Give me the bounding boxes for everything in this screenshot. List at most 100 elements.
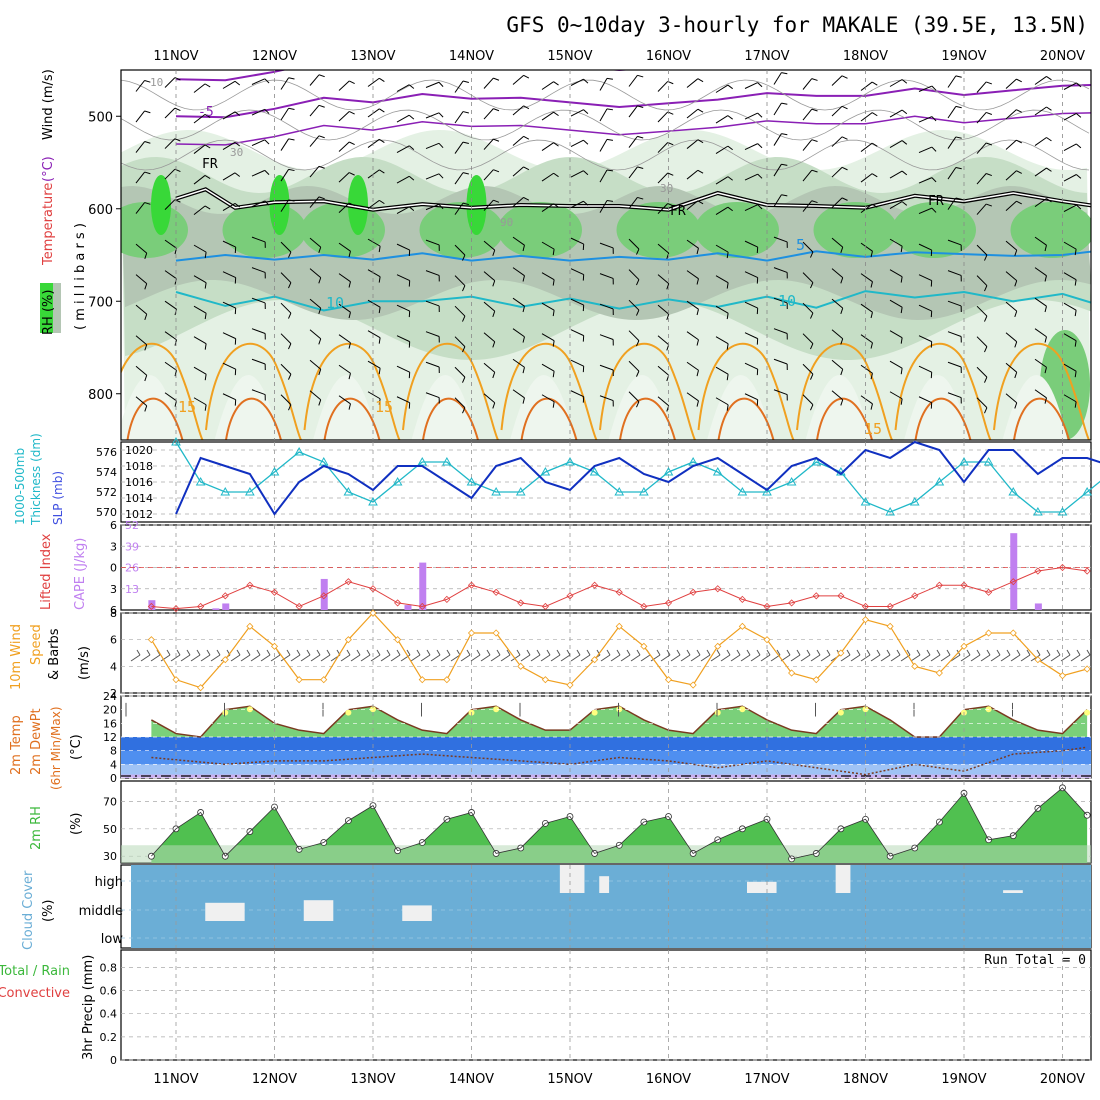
wind-barb <box>715 275 729 284</box>
wind-barb <box>309 359 322 370</box>
cloud-level-label: middle <box>79 904 123 919</box>
wind-barb <box>976 336 988 347</box>
wind10m-point <box>763 636 771 644</box>
wind-barb <box>193 175 206 185</box>
temp-max-marker <box>370 706 376 713</box>
wind-barb-flag <box>264 170 270 175</box>
wind10m-barb-flag <box>266 649 271 656</box>
wind10m-barb-flag <box>156 649 161 656</box>
wind-barb <box>657 243 670 254</box>
wind-barb <box>831 359 844 370</box>
wind10m-barb <box>860 654 871 662</box>
wind-barb-flag <box>553 81 559 86</box>
wind10m-barb <box>560 654 571 662</box>
wind10m-point <box>911 662 919 670</box>
cape-bar <box>1034 603 1042 610</box>
wind-barb-flag <box>1044 275 1047 282</box>
isotherm-plus15 <box>993 342 1090 440</box>
wind-barb <box>396 114 410 123</box>
thickness-point <box>442 456 452 466</box>
wind-barb-flag <box>492 341 496 348</box>
wind-barb-flag <box>288 312 292 319</box>
wind-barb <box>686 300 699 310</box>
wind10m-barb <box>720 654 731 662</box>
wind-barb <box>541 111 554 121</box>
wind-barb-flag <box>1076 174 1082 179</box>
cape-bar <box>1010 533 1018 610</box>
wind-barb <box>367 169 380 179</box>
wind-barb <box>773 72 782 85</box>
wind10m-barb-flag <box>496 649 501 656</box>
wind-barb-flag <box>900 276 903 283</box>
wind-barb-flag <box>1074 371 1077 378</box>
li-point <box>517 599 525 607</box>
wind-barb-flag <box>1046 76 1052 81</box>
wind10m-barb <box>600 654 611 662</box>
temp2m-label-4: (°C) <box>69 734 84 760</box>
wind10m-barb-flag <box>1026 649 1031 656</box>
wind-barb-flag <box>234 80 241 86</box>
wind-barb-flag <box>348 281 351 288</box>
wind-barb <box>135 304 148 315</box>
wind10m-barb-flag <box>516 649 521 656</box>
rh2m-label-2: (%) <box>69 813 84 836</box>
wind10m-barb-flag <box>856 649 861 656</box>
wind-barb-flag <box>667 172 674 176</box>
wind-barb-flag <box>727 115 733 120</box>
thickness-point <box>368 496 378 506</box>
wind-barb <box>773 267 788 273</box>
wind-barb <box>164 392 177 402</box>
wind-barb-flag <box>1046 198 1052 203</box>
wind-barb <box>193 144 206 154</box>
wind10m-barb <box>480 654 491 662</box>
wind-barb <box>686 239 699 249</box>
wind-barb <box>831 268 844 279</box>
wind-barb <box>251 297 266 304</box>
wind-barb-flag <box>697 139 704 144</box>
wind-barb-flag <box>810 373 814 380</box>
wind-barb <box>541 333 555 342</box>
wind-barb <box>309 329 322 340</box>
cloud-panel: high middle low <box>79 864 1092 949</box>
wind-barb <box>715 145 729 154</box>
wind-barb-flag <box>462 376 466 383</box>
temp-tick-label: 12 <box>103 731 117 744</box>
wind-barb <box>222 301 236 309</box>
wind10m-barb <box>1010 654 1021 662</box>
rh-bright-blob <box>151 175 171 235</box>
wind-barb-flag <box>636 279 640 286</box>
wind-barb <box>918 243 932 251</box>
wind-barb <box>889 330 903 339</box>
wind-barb <box>744 112 758 120</box>
wind10m-barb-flag <box>866 649 871 656</box>
wind-barb-flag <box>757 173 763 179</box>
wind-barb-flag <box>348 403 351 410</box>
wind-barb-flag <box>462 254 466 261</box>
wind-barb-flag <box>288 138 295 141</box>
wind-barb <box>222 80 236 89</box>
thickness-point <box>762 486 772 496</box>
wind-barb-flag <box>522 336 525 343</box>
wind10m-barb <box>840 654 851 662</box>
wind10m-barb <box>530 654 541 662</box>
thickness-point <box>934 476 945 486</box>
wind-barb-flag <box>462 141 469 144</box>
wind10m-barb <box>510 654 521 662</box>
wind-barb-flag <box>288 168 295 172</box>
wind-barb <box>454 141 464 154</box>
wind10m-barb <box>500 654 511 662</box>
wind-barb-flag <box>986 142 993 146</box>
wind-barb <box>193 83 206 93</box>
wind10m-point <box>369 609 377 617</box>
precip-label-3: 3hr Precip (mm) <box>81 955 96 1060</box>
wind-barb-flag <box>204 252 207 259</box>
wind-label: Wind (m/s) <box>41 69 56 140</box>
wind-barb-flag <box>757 204 763 210</box>
wind10m-barb <box>730 654 741 662</box>
wind-barb <box>686 270 699 280</box>
wind10m-barb <box>1080 654 1091 662</box>
wind10m-barb-flag <box>526 649 531 656</box>
wind-barb <box>628 360 640 372</box>
date-label-bottom: 19NOV <box>941 1072 986 1087</box>
temp-tick-label: 8 <box>110 745 117 758</box>
